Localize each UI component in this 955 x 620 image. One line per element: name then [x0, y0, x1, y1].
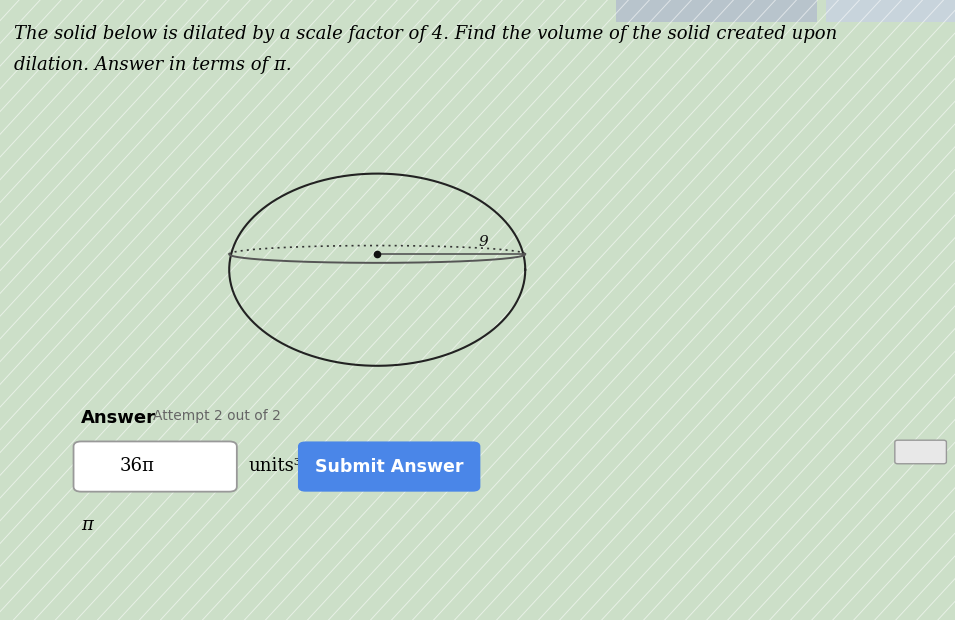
FancyBboxPatch shape	[298, 441, 480, 492]
Bar	[826, 0, 955, 22]
Text: dilation. Answer in terms of π.: dilation. Answer in terms of π.	[14, 56, 292, 74]
Text: Submit Answer: Submit Answer	[315, 458, 463, 476]
Bar	[616, 0, 817, 22]
Text: Answer: Answer	[81, 409, 157, 427]
FancyBboxPatch shape	[895, 440, 946, 464]
Text: 36π: 36π	[119, 457, 155, 476]
Text: Attempt 2 out of 2: Attempt 2 out of 2	[153, 409, 281, 423]
FancyBboxPatch shape	[74, 441, 237, 492]
Text: The solid below is dilated by a scale factor of 4. Find the volume of the solid : The solid below is dilated by a scale fa…	[14, 25, 838, 43]
Text: 9: 9	[478, 235, 489, 249]
Text: units³: units³	[248, 457, 301, 476]
Text: π: π	[81, 516, 93, 534]
